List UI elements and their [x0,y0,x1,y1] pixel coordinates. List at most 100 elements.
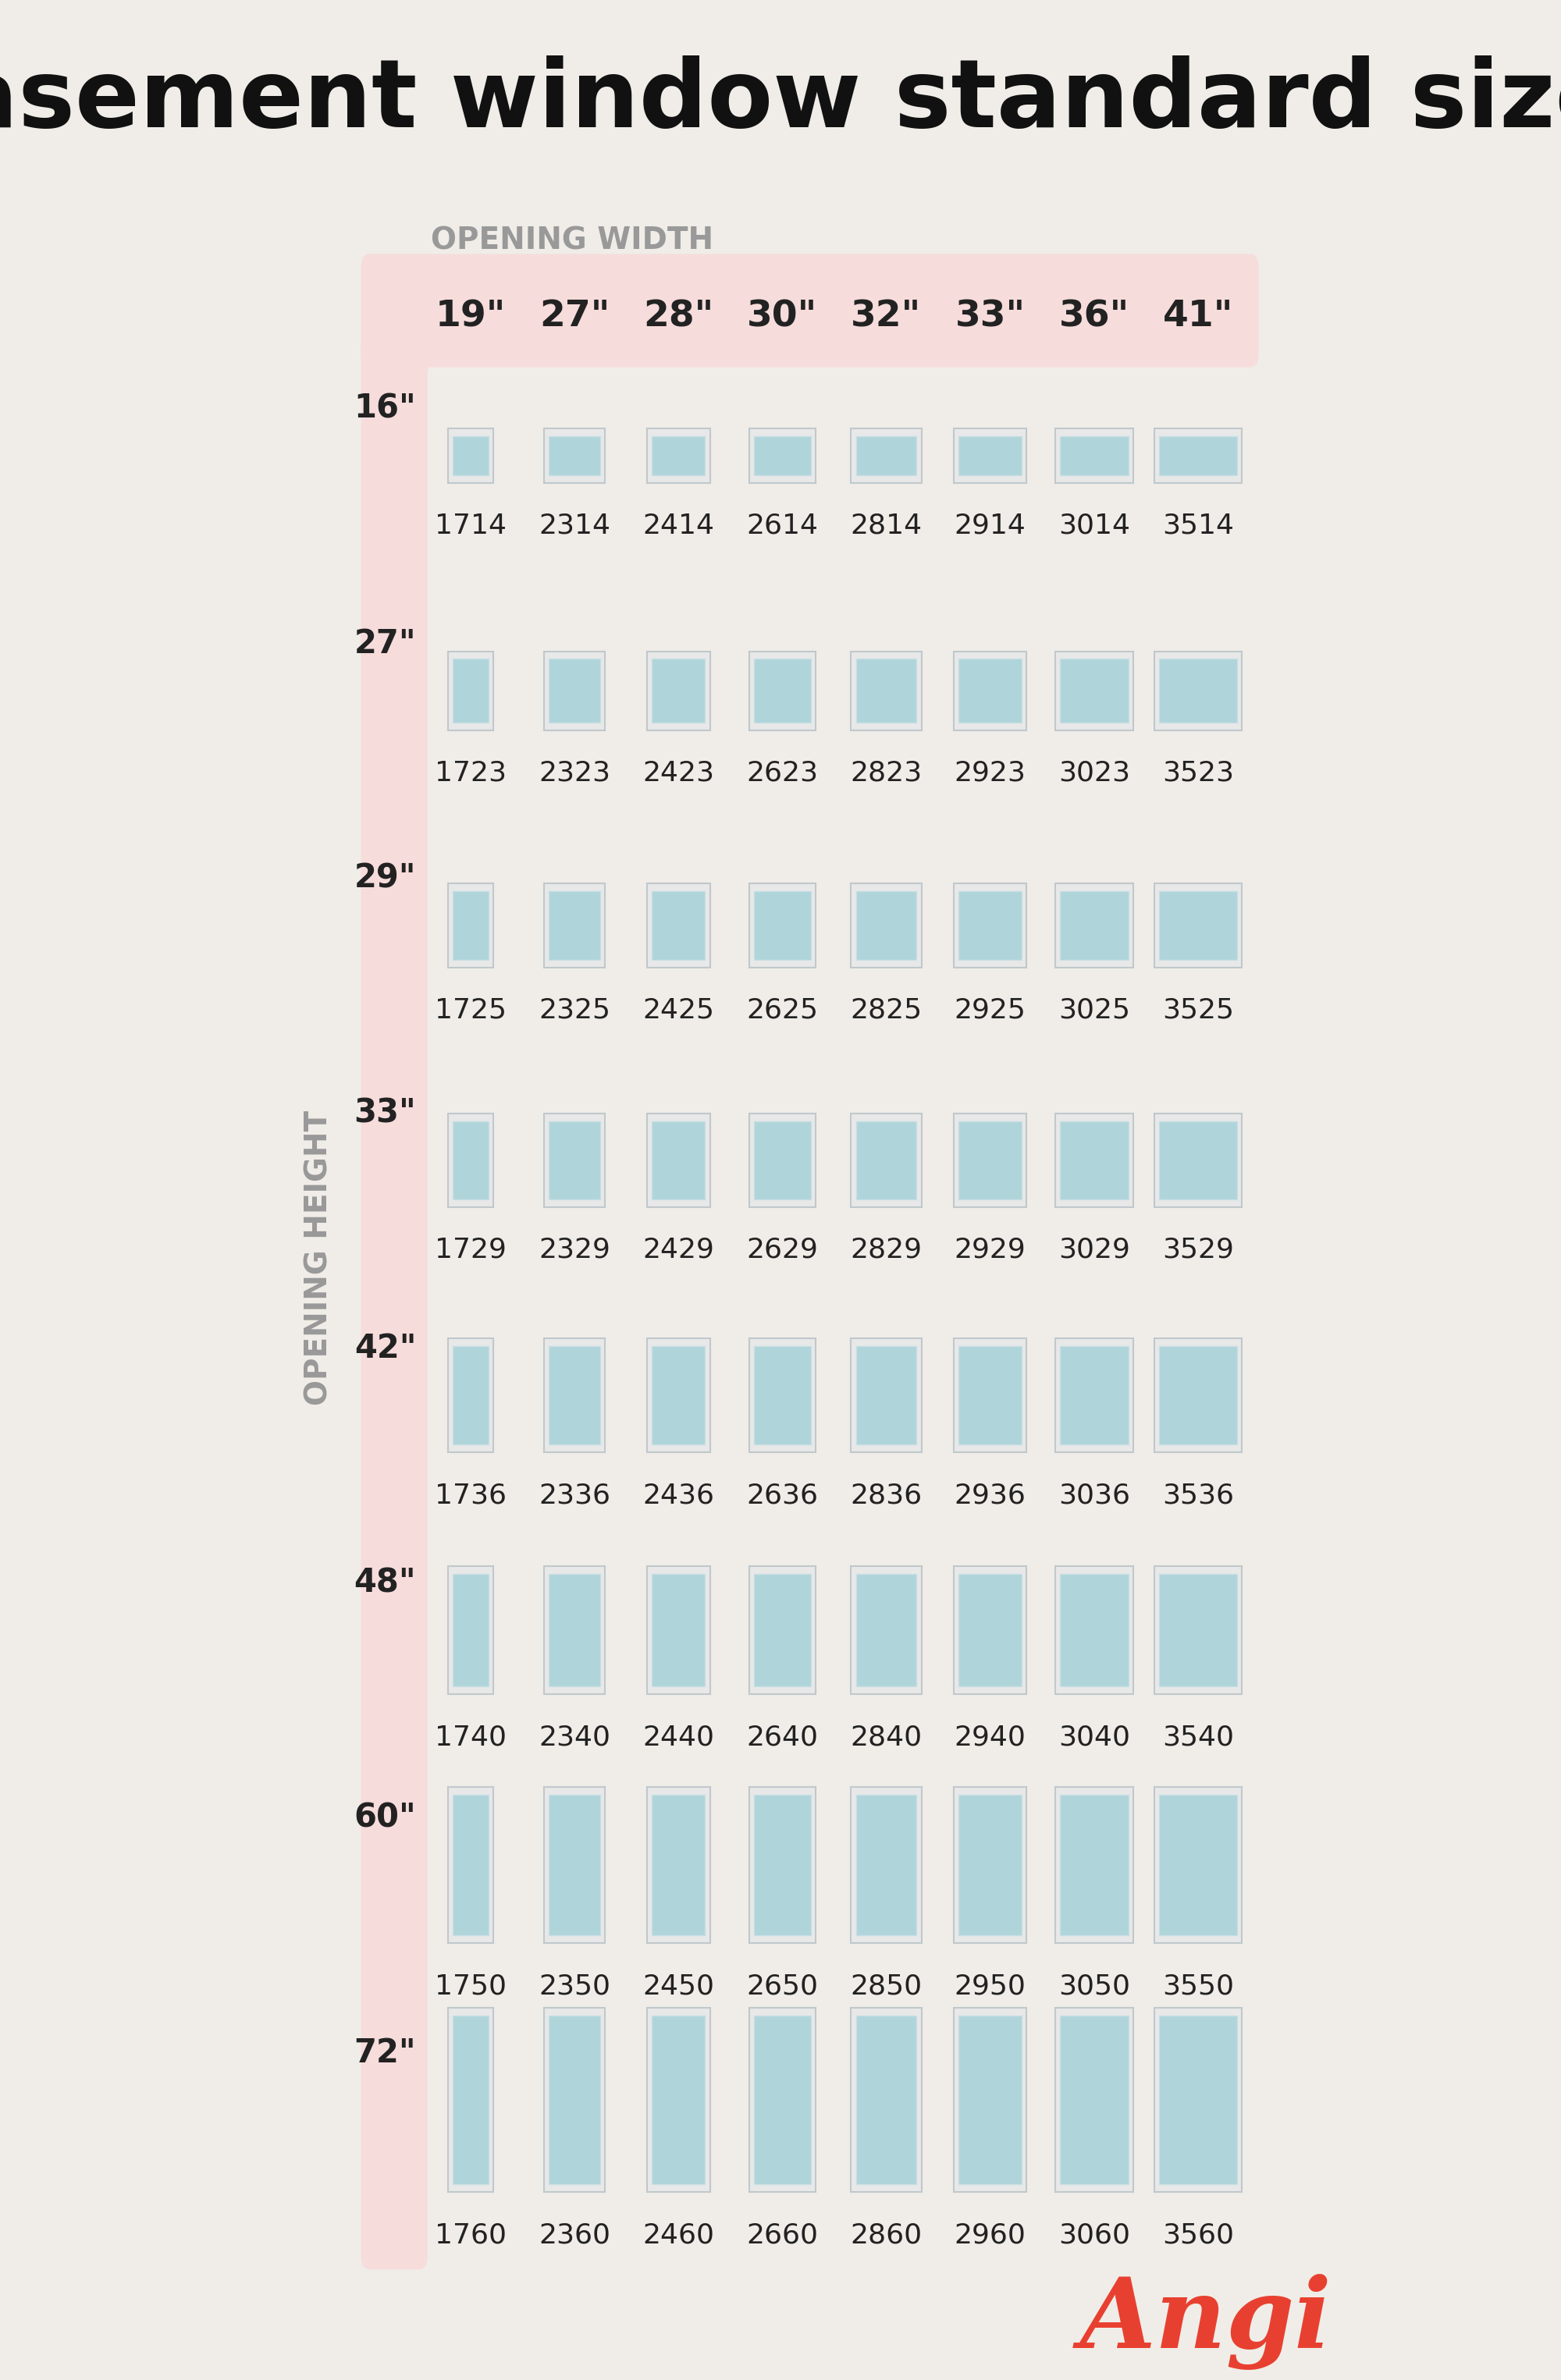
Text: 2825: 2825 [851,997,923,1023]
Bar [754,2016,810,2185]
Bar [1055,2009,1133,2192]
Bar [543,652,606,731]
Text: 1723: 1723 [434,759,506,785]
Bar [1060,659,1129,724]
Text: 3050: 3050 [1058,1973,1130,1999]
Bar [1158,892,1236,959]
Text: 2860: 2860 [851,2221,923,2249]
Bar [1154,1787,1243,1942]
Bar [851,2009,921,2192]
Bar [652,1795,706,1935]
Bar [646,1566,710,1695]
Bar [652,892,706,959]
Bar [958,2016,1021,2185]
Bar [543,1566,606,1695]
Text: 1736: 1736 [434,1483,506,1509]
Text: 3060: 3060 [1058,2221,1130,2249]
Text: 30": 30" [748,300,818,333]
Bar [1154,652,1243,731]
Bar [1060,1347,1129,1445]
Text: 2940: 2940 [954,1723,1026,1749]
Bar [1055,652,1133,731]
Text: 3014: 3014 [1058,512,1130,538]
Text: 3550: 3550 [1161,1973,1233,1999]
Bar [453,436,489,476]
Text: 2325: 2325 [539,997,610,1023]
Text: 48": 48" [354,1566,417,1599]
Bar [749,2009,816,2192]
Bar [453,1573,489,1687]
Bar [1154,1566,1243,1695]
Bar [1158,2016,1236,2185]
Text: 2640: 2640 [746,1723,818,1749]
Bar [958,1573,1021,1687]
Text: Casement window standard sizes: Casement window standard sizes [0,55,1561,148]
Bar [954,652,1027,731]
Text: 36": 36" [1058,300,1129,333]
Text: 2414: 2414 [643,512,715,538]
Bar [1154,428,1243,483]
Text: 2360: 2360 [539,2221,610,2249]
Bar [448,1566,493,1695]
Bar [855,1347,916,1445]
Bar [958,1347,1021,1445]
Bar [958,892,1021,959]
Bar [749,428,816,483]
Text: 2336: 2336 [539,1483,610,1509]
Bar [958,1795,1021,1935]
Bar [1154,2009,1243,2192]
Text: 2929: 2929 [954,1235,1026,1264]
Bar [652,1573,706,1687]
Bar [1158,659,1236,724]
Text: 3540: 3540 [1161,1723,1233,1749]
Bar [958,659,1021,724]
Text: 2625: 2625 [746,997,818,1023]
Text: 3040: 3040 [1058,1723,1130,1749]
Text: 2329: 2329 [539,1235,610,1264]
Bar [448,652,493,731]
Bar [954,1787,1027,1942]
Text: 2350: 2350 [539,1973,610,1999]
Bar [1060,1795,1129,1935]
Bar [652,659,706,724]
Bar [1055,1338,1133,1452]
Bar [543,2009,606,2192]
Bar [448,428,493,483]
Bar [1154,1338,1243,1452]
Bar [754,659,810,724]
Text: 2460: 2460 [643,2221,715,2249]
Text: 3523: 3523 [1161,759,1233,785]
Text: 3025: 3025 [1058,997,1130,1023]
Text: OPENING WIDTH: OPENING WIDTH [431,226,713,255]
Text: 2614: 2614 [746,512,818,538]
Bar [1158,1573,1236,1687]
Bar [543,1338,606,1452]
Bar [754,1795,810,1935]
Text: 60": 60" [354,1802,417,1835]
Bar [749,1338,816,1452]
Text: 2829: 2829 [851,1235,923,1264]
Text: 2340: 2340 [539,1723,610,1749]
Text: OPENING HEIGHT: OPENING HEIGHT [304,1109,334,1404]
Text: 1714: 1714 [434,512,506,538]
Text: 2814: 2814 [851,512,923,538]
Text: 2925: 2925 [954,997,1026,1023]
Text: 3525: 3525 [1161,997,1233,1023]
Text: 2436: 2436 [643,1483,715,1509]
Bar [646,1338,710,1452]
Bar [749,1114,816,1207]
Text: 2314: 2314 [539,512,610,538]
Bar [448,1114,493,1207]
Bar [754,892,810,959]
Bar [1055,1566,1133,1695]
Text: 1760: 1760 [434,2221,506,2249]
Bar [954,883,1027,966]
Bar [954,1338,1027,1452]
FancyBboxPatch shape [361,255,1258,367]
Text: 3529: 3529 [1161,1235,1233,1264]
Bar [543,1787,606,1942]
Text: 2923: 2923 [954,759,1026,785]
Bar [1055,883,1133,966]
Text: 2650: 2650 [746,1973,818,1999]
Bar [749,1787,816,1942]
